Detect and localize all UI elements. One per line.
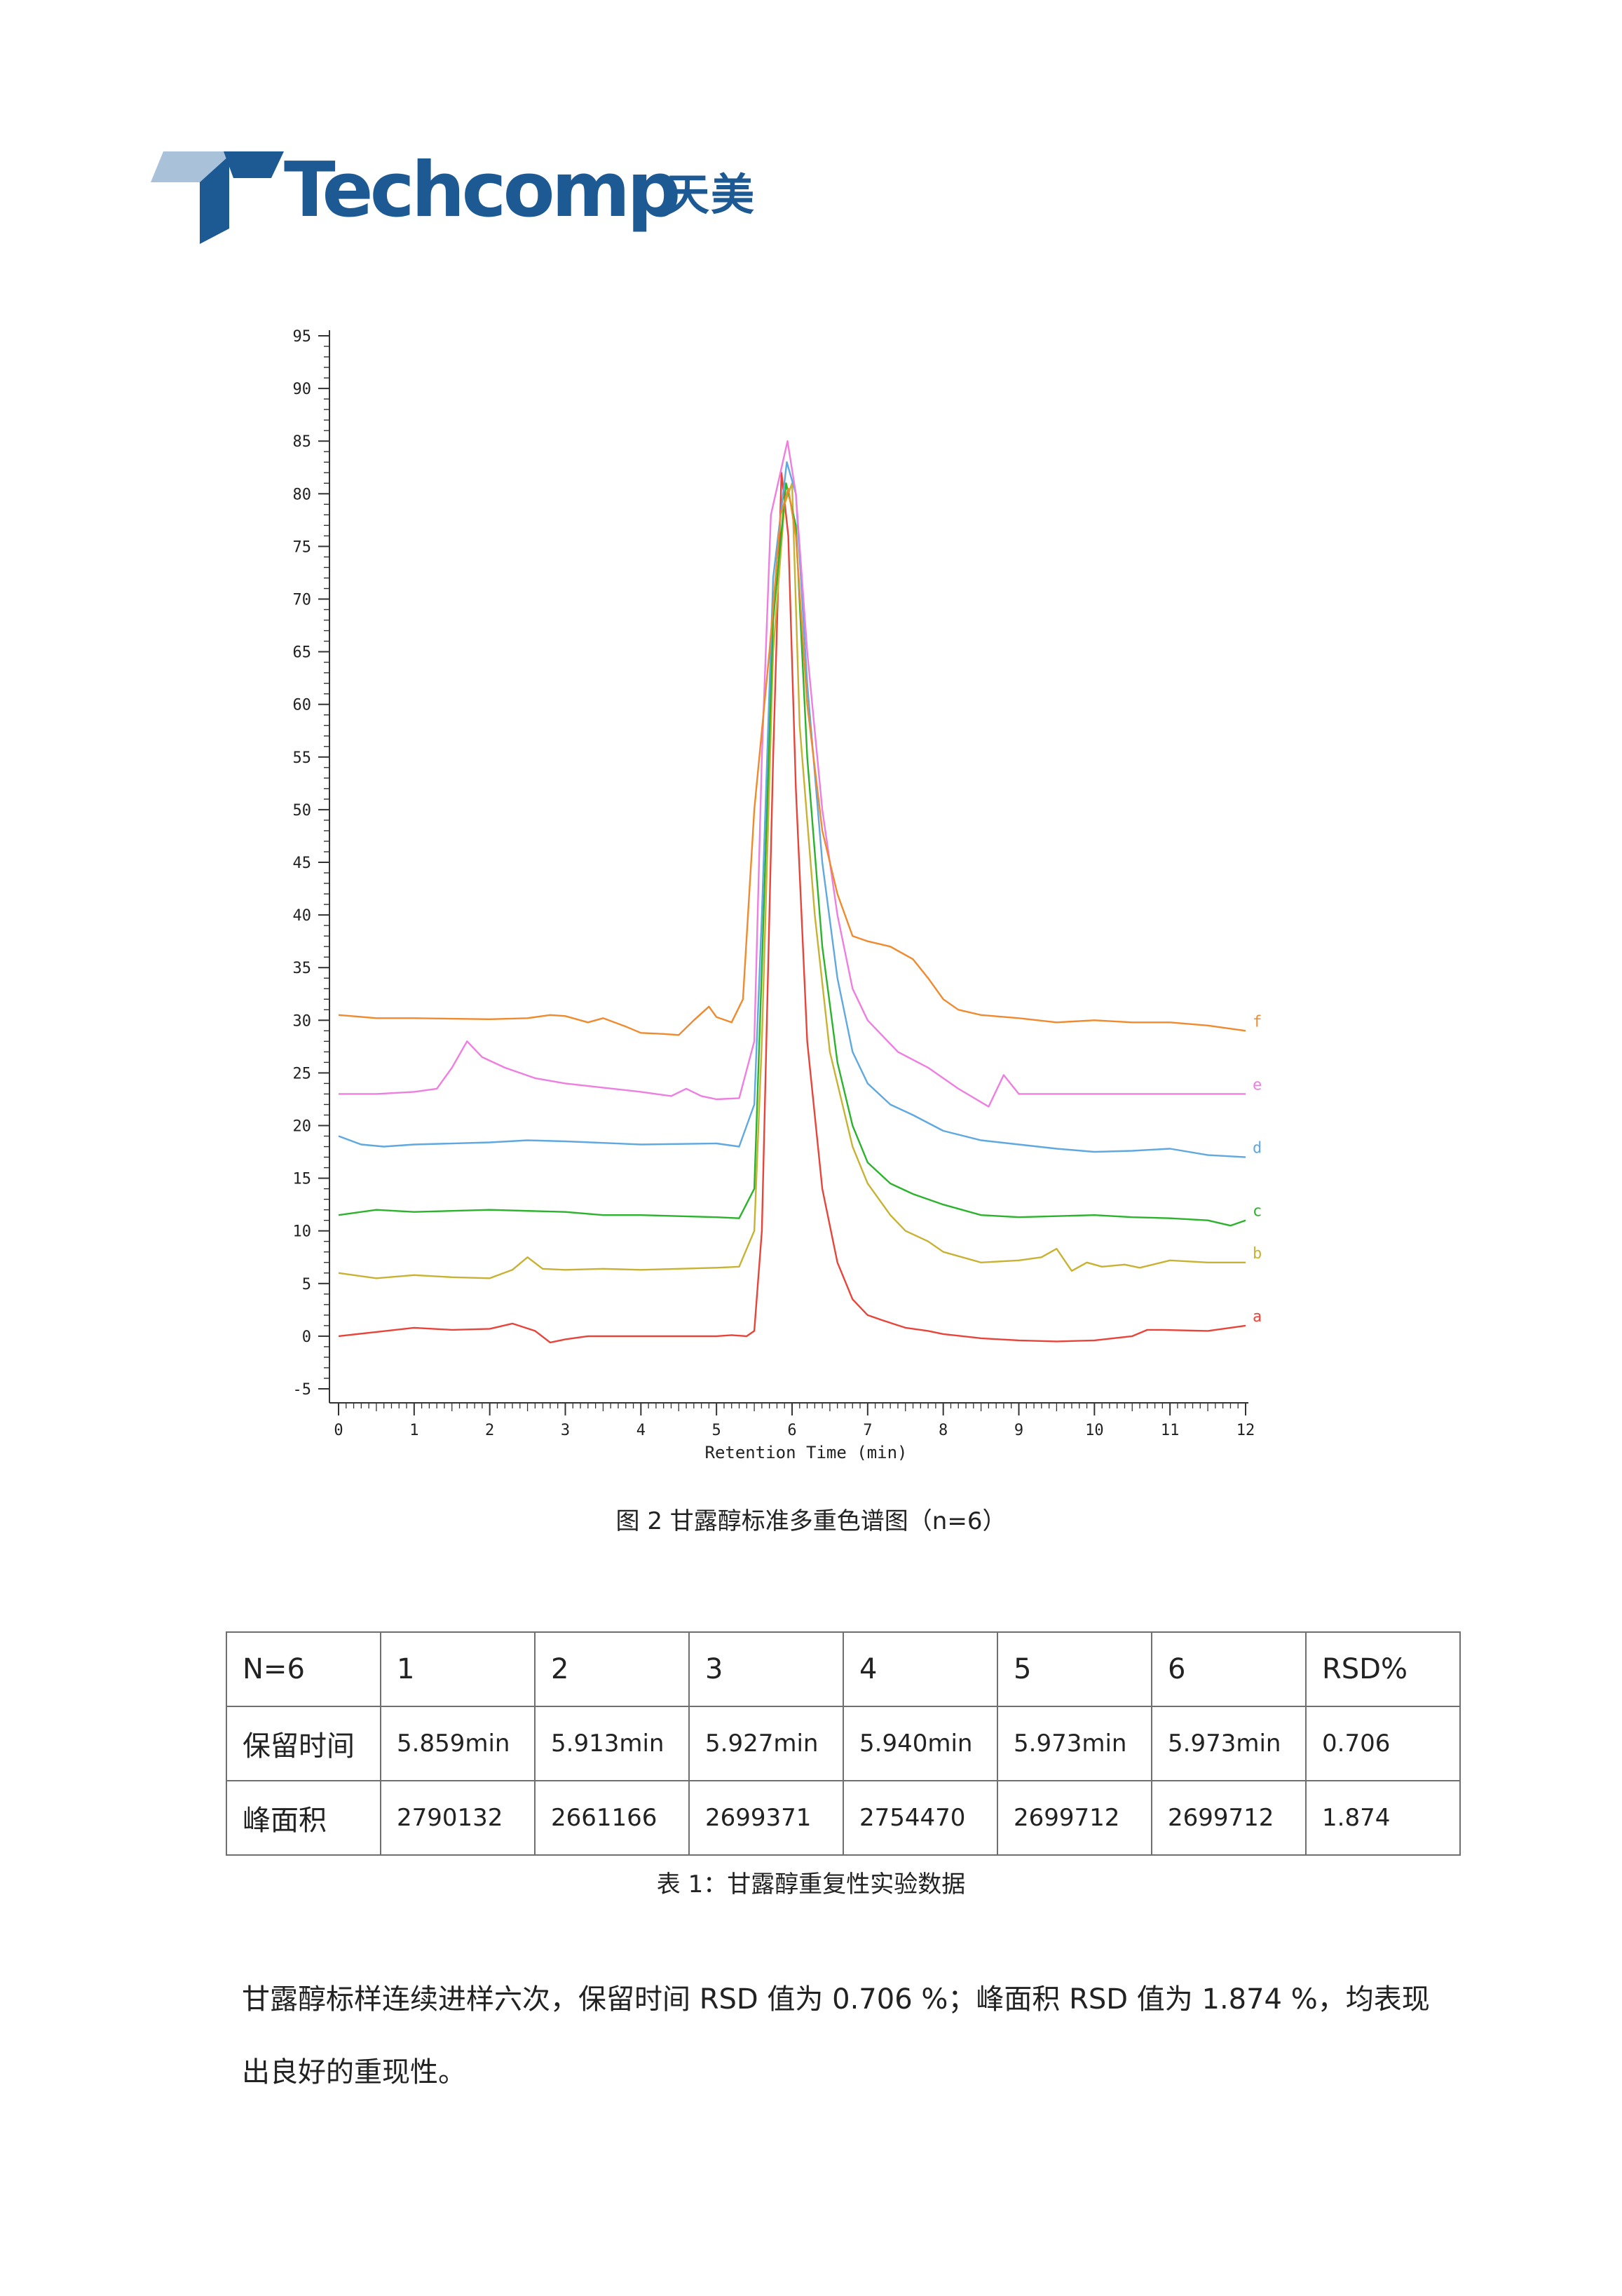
x-tick-label: 7: [863, 1422, 872, 1439]
x-tick-label: 6: [787, 1422, 796, 1439]
y-tick-label: 35: [293, 960, 312, 977]
summary-paragraph: 甘露醇标样连续进样六次，保留时间 RSD 值为 0.706 %；峰面积 RSD …: [242, 1963, 1433, 2109]
table-header-cell: N=6: [226, 1631, 381, 1707]
repeatability-table: N=6 1 2 3 4 5 6 RSD% 保留时间 5.859min 5.913min 5.927mi…: [226, 1631, 1461, 1856]
x-tick-label: 5: [712, 1422, 721, 1439]
x-tick-label: 8: [939, 1422, 948, 1439]
y-tick-label: 50: [293, 802, 312, 820]
rsd-cell: 1.874: [1305, 1780, 1461, 1856]
series-label-c: c: [1253, 1203, 1262, 1221]
logo-chinese: 天美: [666, 169, 756, 220]
y-tick-label: 90: [293, 381, 312, 398]
table-header-cell: 1: [380, 1631, 536, 1707]
x-tick-label: 3: [561, 1422, 570, 1439]
y-tick-label: 0: [302, 1329, 311, 1346]
y-tick-label: 95: [293, 328, 312, 346]
table-cell: 5.973min: [997, 1706, 1152, 1781]
x-tick-label: 11: [1161, 1422, 1180, 1439]
y-tick-label: 20: [293, 1118, 312, 1136]
y-tick-label: 85: [293, 433, 312, 451]
table-header-cell: 2: [534, 1631, 690, 1707]
y-tick-label: 55: [293, 749, 312, 767]
x-tick-label: 12: [1236, 1422, 1255, 1439]
series-label-a: a: [1253, 1308, 1262, 1326]
logo-mark-icon: [151, 151, 284, 244]
table-header-cell: RSD%: [1305, 1631, 1461, 1707]
y-tick-label: 25: [293, 1065, 312, 1082]
table-row: 峰面积 2790132 2661166 2699371 2754470 2699712 26…: [226, 1780, 1461, 1856]
y-tick-label: 80: [293, 486, 312, 503]
techcomp-logo: Techcomp 天美: [151, 146, 768, 244]
table-cell: 5.927min: [688, 1706, 844, 1781]
series-line-f: [338, 487, 1246, 1036]
y-tick-label: 30: [293, 1012, 312, 1030]
y-tick-label: 60: [293, 697, 312, 714]
y-tick-label: 45: [293, 855, 312, 872]
table-header-cell: 6: [1151, 1631, 1307, 1707]
table-cell: 2790132: [380, 1780, 536, 1856]
summary-line-2: 出良好的重现性。: [242, 2056, 466, 2088]
table-row: 保留时间 5.859min 5.913min 5.927min 5.940min 5.97…: [226, 1706, 1461, 1781]
series-line-e: [339, 440, 1246, 1108]
series-line-d: [338, 461, 1246, 1158]
series-label-d: d: [1253, 1140, 1262, 1157]
figure-caption: 图 2 甘露醇标准多重色谱图（n=6）: [615, 1507, 1007, 1535]
row-label-cell: 峰面积: [226, 1780, 381, 1856]
x-tick-label: 4: [636, 1422, 646, 1439]
table-cell: 2661166: [534, 1780, 690, 1856]
series-line-a: [338, 472, 1246, 1344]
table-cell: 5.859min: [380, 1706, 536, 1781]
x-tick-label: 9: [1014, 1422, 1023, 1439]
logo-wordmark: Techcomp: [284, 147, 681, 234]
row-label-cell: 保留时间: [226, 1706, 381, 1781]
series-label-e: e: [1253, 1076, 1262, 1094]
table-header-row: N=6 1 2 3 4 5 6 RSD%: [226, 1631, 1461, 1707]
y-tick-label: 10: [293, 1223, 312, 1241]
table-cell: 2699371: [688, 1780, 844, 1856]
x-tick-label: 2: [485, 1422, 494, 1439]
series-label-b: b: [1253, 1245, 1262, 1263]
y-tick-label: 5: [302, 1276, 311, 1293]
y-tick-label: 40: [293, 907, 312, 925]
table-header-cell: 3: [688, 1631, 844, 1707]
table-header-cell: 5: [997, 1631, 1152, 1707]
table-header-cell: 4: [843, 1631, 998, 1707]
table-cell: 2699712: [997, 1780, 1152, 1856]
y-tick-label: 70: [293, 592, 312, 609]
table-cell: 5.940min: [843, 1706, 998, 1781]
table-cell: 5.913min: [534, 1706, 690, 1781]
y-tick-label: 15: [293, 1171, 312, 1188]
chromatogram: 95908580757065605550454035302520151050-5…: [293, 328, 1262, 1462]
table-caption: 表 1：甘露醇重复性实验数据: [656, 1870, 966, 1898]
series-label-f: f: [1253, 1013, 1262, 1031]
x-axis: 0 1 2 3 4 5 6 7 8 9 10 11 12: [329, 1402, 1255, 1439]
summary-line-1: 甘露醇标样连续进样六次，保留时间 RSD 值为 0.706 %；峰面积 RSD …: [242, 1983, 1430, 2016]
y-tick-label: -5: [293, 1381, 312, 1399]
table-cell: 5.973min: [1151, 1706, 1307, 1781]
y-tick-label: 75: [293, 538, 312, 556]
table-cell: 2699712: [1151, 1780, 1307, 1856]
series-line-b: [338, 482, 1246, 1279]
y-tick-label: 65: [293, 644, 312, 662]
x-tick-label: 10: [1085, 1422, 1104, 1439]
series-line-c: [338, 482, 1246, 1227]
series-group: a b c d e f: [338, 440, 1262, 1344]
x-tick-label: 1: [409, 1422, 418, 1439]
table-cell: 2754470: [843, 1780, 998, 1856]
rsd-cell: 0.706: [1305, 1706, 1461, 1781]
x-axis-label: Retention Time (min): [705, 1443, 908, 1462]
x-tick-label: 0: [334, 1422, 343, 1439]
